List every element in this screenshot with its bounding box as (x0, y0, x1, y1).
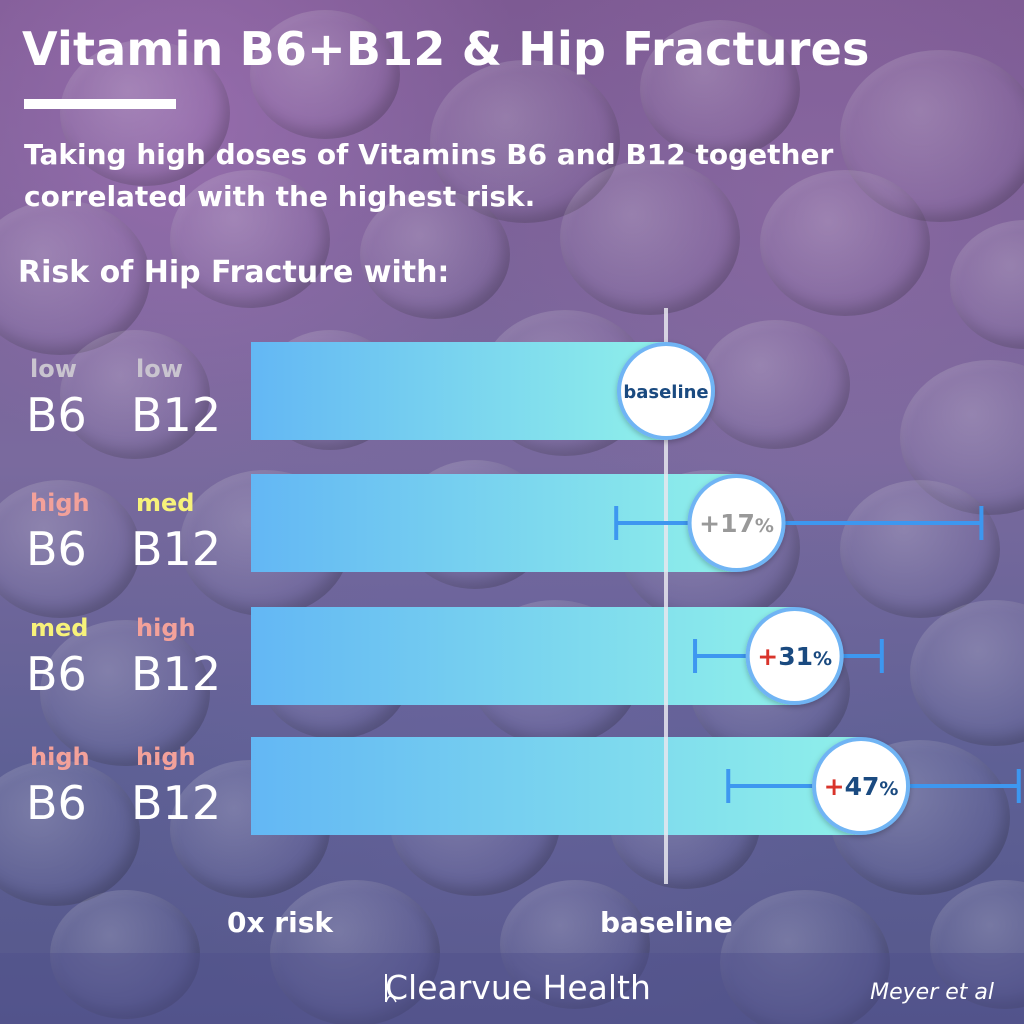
row-2-b6-level: high (30, 489, 90, 517)
value-bubble-row-1: baseline (617, 342, 715, 440)
pill-shape (760, 170, 930, 316)
row-3-b6-level: med (30, 614, 89, 642)
pill-shape (640, 20, 800, 158)
pill-shape (700, 320, 850, 449)
citation: Meyer et al (870, 980, 994, 1005)
row-4-b12-label: B12 (131, 776, 222, 830)
pill-shape (50, 890, 200, 1019)
pill-shape (270, 880, 440, 1024)
pill-shape (40, 620, 210, 766)
pill-shape (840, 50, 1024, 222)
x-tick-label-baseline: baseline (600, 906, 733, 939)
row-4-b6-label: B6 (26, 776, 87, 830)
pill-shape (0, 480, 140, 618)
row-4-b12-level: high (136, 743, 196, 771)
bar-row-1 (251, 342, 666, 440)
row-2-b6-label: B6 (26, 522, 87, 576)
row-2-b12-label: B12 (131, 522, 222, 576)
pill-shape (60, 330, 210, 459)
row-3-b12-label: B12 (131, 647, 222, 701)
row-3-b12-level: high (136, 614, 196, 642)
pill-shape (720, 890, 890, 1024)
row-1-b6-level: low (30, 355, 77, 383)
section-heading: Risk of Hip Fracture with: (18, 255, 450, 290)
row-1-b12-label: B12 (131, 388, 222, 442)
value-bubble-row-3: +31% (745, 607, 844, 705)
clearvue-logo-icon (385, 974, 397, 1003)
bars-layer (251, 342, 862, 835)
value-label-row-4: +47% (824, 772, 899, 801)
row-1-b6-label: B6 (26, 388, 87, 442)
value-bubble-row-2: +17% (687, 474, 786, 572)
row-2-b12-level: med (136, 489, 195, 517)
pill-shape (0, 760, 140, 906)
pill-shape (500, 880, 650, 1009)
value-bubble-row-4: +47% (812, 737, 911, 835)
pill-shape (60, 40, 230, 186)
value-bubbles-layer: baseline +17% +31% +47% (617, 342, 911, 835)
pill-shape (840, 480, 1000, 618)
x-tick-label-zero: 0x risk (227, 906, 333, 939)
value-label-row-2: +17% (699, 509, 774, 538)
pill-shape (560, 160, 740, 315)
error-bar-row-2 (614, 506, 984, 540)
pill-shape (430, 60, 620, 223)
brand-name: Clearvue Health (385, 968, 651, 1007)
title-underline (24, 99, 176, 109)
page-title: Vitamin B6+B12 & Hip Fractures (22, 22, 870, 76)
footer-band (0, 953, 1024, 1024)
value-label-row-1: baseline (623, 382, 708, 403)
pill-shape (360, 190, 510, 319)
row-1-b12-level: low (136, 355, 183, 383)
value-label-row-3: +31% (757, 642, 832, 671)
pill-shape (250, 10, 400, 139)
subtitle: Taking high doses of Vitamins B6 and B12… (24, 138, 834, 213)
row-3-b6-label: B6 (26, 647, 87, 701)
pill-shape (170, 170, 330, 308)
pill-shape (0, 200, 150, 355)
row-4-b6-level: high (30, 743, 90, 771)
